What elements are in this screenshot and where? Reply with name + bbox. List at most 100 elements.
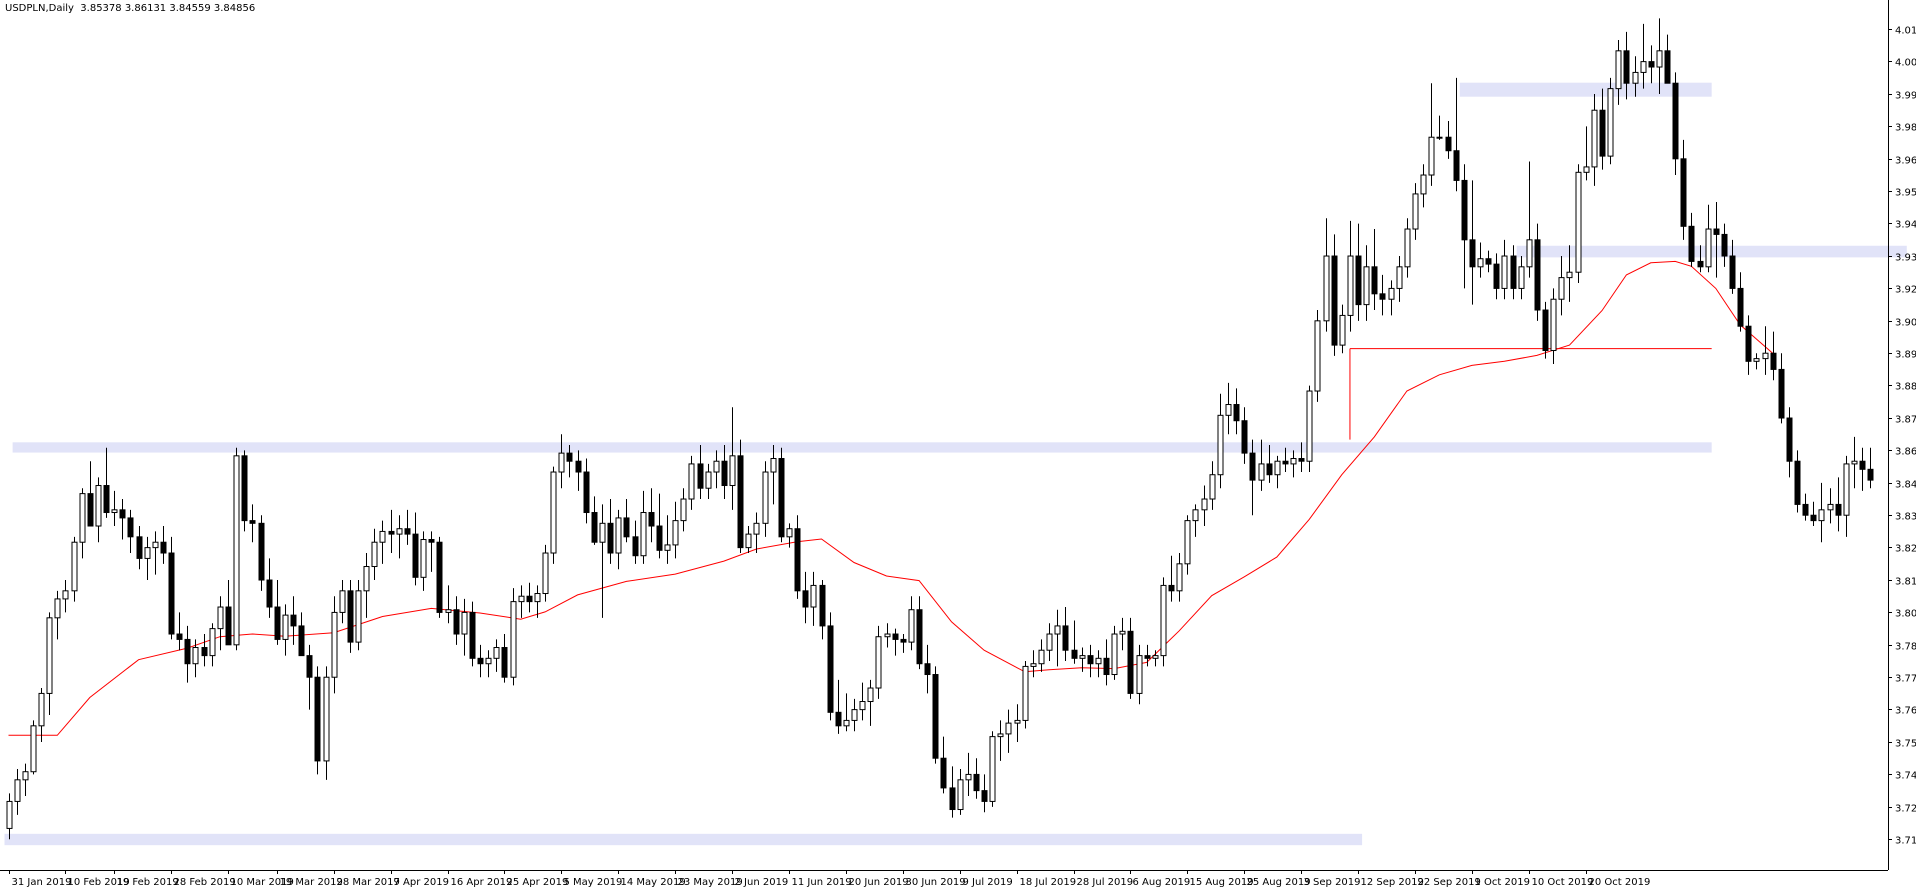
x-tick-label: 3 Sep 2019 <box>1304 877 1361 888</box>
candle <box>1428 83 1435 186</box>
candle-body <box>136 536 143 559</box>
candle <box>697 445 704 500</box>
candle <box>428 531 435 572</box>
candle-body <box>379 530 386 543</box>
x-tick-label: 28 Mar 2019 <box>337 877 400 888</box>
candle-body <box>1485 258 1492 265</box>
candle-body <box>981 790 988 802</box>
candle <box>1014 704 1021 743</box>
candle <box>160 526 167 564</box>
candle <box>1778 353 1785 424</box>
candle <box>575 450 582 491</box>
x-tick-label: 31 Jan 2019 <box>12 877 72 888</box>
candle <box>1306 385 1313 473</box>
candle-body <box>526 595 533 603</box>
candle-body <box>1005 722 1012 735</box>
candle-body <box>436 541 443 613</box>
candle <box>176 612 183 651</box>
y-tick-label: 3.87210 <box>1895 415 1916 426</box>
candle-body <box>518 595 525 603</box>
candle-body <box>591 512 598 543</box>
candle <box>282 604 289 656</box>
candle-body <box>1615 50 1622 90</box>
candle <box>900 634 907 653</box>
candle-body <box>144 547 151 559</box>
y-tick-label: 3.88410 <box>1895 382 1916 393</box>
candle-body <box>648 512 655 527</box>
candle <box>1420 164 1427 208</box>
candle <box>1477 242 1484 278</box>
candle-body <box>192 647 199 665</box>
candle <box>217 596 224 651</box>
candle-body <box>1729 255 1736 289</box>
candle-body <box>672 520 679 546</box>
candle <box>672 501 679 559</box>
zone-band <box>12 442 1712 453</box>
candle <box>1648 45 1655 84</box>
candle-body <box>111 509 118 514</box>
candle-body <box>1583 166 1590 173</box>
candle-body <box>493 647 500 659</box>
candle <box>770 445 777 505</box>
candle-body <box>1843 463 1850 516</box>
y-tick-label: 3.80010 <box>1895 609 1916 620</box>
candle <box>1266 445 1273 483</box>
candle-body <box>1054 625 1061 635</box>
candle <box>542 544 549 602</box>
candle <box>136 526 143 570</box>
candle <box>1217 393 1224 489</box>
candle <box>851 698 858 732</box>
candle <box>225 580 232 646</box>
candle-body <box>1160 584 1167 657</box>
candle <box>778 447 785 543</box>
candle-body <box>745 533 752 549</box>
candle <box>640 490 647 564</box>
candle <box>1176 553 1183 602</box>
candle <box>1119 617 1126 651</box>
candle-body <box>607 522 614 554</box>
candle <box>331 596 338 694</box>
candle-body <box>1461 179 1468 241</box>
candle-body <box>1745 325 1752 362</box>
candle <box>1005 709 1012 753</box>
candle <box>1396 256 1403 302</box>
candle-body <box>851 709 858 721</box>
candle-body <box>1111 633 1118 676</box>
candle <box>1388 280 1395 316</box>
candle-body <box>1371 266 1378 295</box>
candle-body <box>916 609 923 665</box>
candle-body <box>87 493 94 527</box>
candle-body <box>1071 649 1078 659</box>
candle-body <box>152 541 159 549</box>
candle-body <box>965 773 972 781</box>
candle <box>989 731 996 807</box>
candle <box>599 504 606 618</box>
candle <box>632 520 639 564</box>
candle-body <box>1526 239 1533 268</box>
candle-body <box>95 485 102 527</box>
candle-body <box>1818 509 1825 522</box>
zone-band <box>1459 82 1712 97</box>
candle <box>591 496 598 545</box>
candle-body <box>640 512 647 557</box>
candle-body <box>347 590 354 643</box>
candle <box>1859 447 1866 491</box>
candle <box>1461 164 1468 289</box>
candle-body <box>274 606 281 640</box>
candle-body <box>1217 414 1224 476</box>
candle-body <box>786 528 793 538</box>
candle <box>835 679 842 734</box>
candle <box>1818 482 1825 543</box>
candle <box>1729 239 1736 294</box>
candle-body <box>989 736 996 802</box>
candle-body <box>1119 630 1126 635</box>
x-tick-label: 10 Mar 2019 <box>231 877 294 888</box>
candle-body <box>705 471 712 489</box>
candle <box>1794 450 1801 513</box>
candle <box>54 590 61 640</box>
candle-body <box>1087 655 1094 665</box>
candle <box>1445 121 1452 159</box>
candle <box>1209 461 1216 510</box>
candle <box>940 736 947 794</box>
candle <box>1656 18 1663 95</box>
